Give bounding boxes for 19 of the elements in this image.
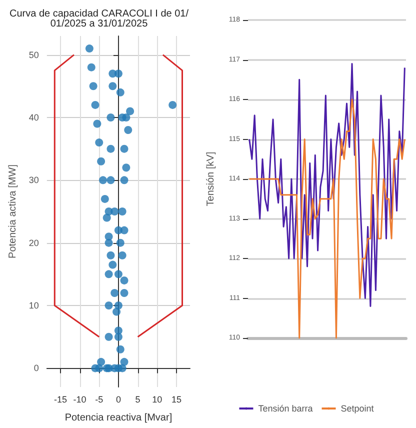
x-tick-label: -15 <box>54 394 67 404</box>
y-axis-title: Potencia activa [MW] <box>8 164 18 258</box>
y-tick-label: 40 <box>28 112 39 122</box>
chart-title: Curva de capacidad CARACOLI I de 01/01/2025 a 31/01/2025 <box>10 8 189 30</box>
x-tick-label: 5 <box>135 394 140 404</box>
y-tick-label: 0 <box>34 363 39 374</box>
x-axis-title: Potencia reactiva [Mvar] <box>64 412 172 424</box>
x-tick-label: 15 <box>171 394 182 404</box>
y-axis-title: Tensión [kV] <box>206 152 216 206</box>
x-tick-label: 0 <box>116 394 121 404</box>
x-tick-label: -5 <box>95 394 104 404</box>
x-tick-label: 10 <box>152 394 162 404</box>
legend-label: Tensión barra <box>258 404 313 414</box>
y-tick-label: 30 <box>28 175 39 186</box>
y-tick-label: 50 <box>28 50 39 60</box>
y-tick-label: 20 <box>28 238 39 248</box>
y-tick-label: 10 <box>28 300 39 311</box>
legend-label: Setpoint <box>340 404 374 414</box>
x-tick-label: -10 <box>73 394 86 404</box>
